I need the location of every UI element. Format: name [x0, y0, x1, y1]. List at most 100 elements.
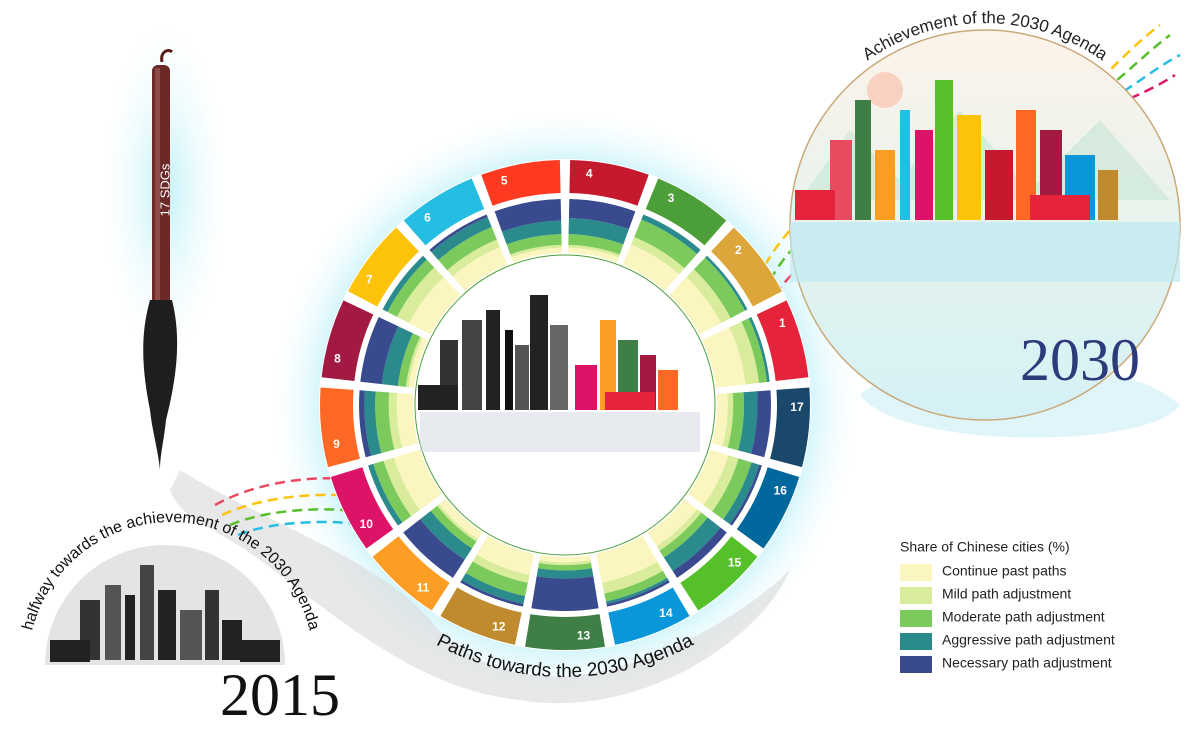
share-segment — [388, 392, 403, 450]
share-segment — [602, 561, 663, 594]
share-segment — [476, 535, 534, 575]
sdg-number: 7 — [366, 273, 373, 287]
legend-label: Continue past paths — [942, 563, 1067, 579]
sdg-number: 9 — [333, 437, 340, 451]
share-segment — [741, 318, 767, 383]
share-segment — [403, 519, 465, 578]
share-segment — [461, 573, 526, 605]
share-segment — [604, 570, 668, 602]
share-segment — [712, 458, 752, 520]
sdg-number: 6 — [424, 210, 431, 224]
share-segment — [383, 457, 420, 517]
share-segment — [364, 390, 382, 456]
sdg-number: 17 — [790, 400, 804, 414]
share-segment — [506, 234, 562, 255]
legend-title: Share of Chinese cities (%) — [900, 539, 1070, 555]
sdg-number: 10 — [360, 517, 374, 531]
end-year: 2030 — [1020, 327, 1140, 393]
share-segment — [659, 512, 708, 558]
legend-label: Necessary path adjustment — [942, 655, 1112, 671]
share-segment — [703, 455, 739, 512]
share-segment — [693, 257, 746, 319]
brush-label: 17 SDGs — [157, 163, 172, 216]
share-segment — [396, 267, 444, 324]
sdg-number: 11 — [417, 581, 430, 595]
legend-swatch — [900, 633, 932, 650]
share-segment — [727, 392, 744, 451]
share-segment — [408, 337, 428, 388]
share-segment — [641, 214, 701, 254]
share-segment — [622, 244, 680, 291]
sdg-number: 13 — [577, 628, 591, 642]
share-segment — [568, 247, 619, 263]
share-segment — [381, 326, 413, 386]
share-segment — [538, 560, 592, 566]
share-segment — [705, 255, 748, 311]
sdg-band — [481, 160, 561, 206]
sdg-band — [348, 227, 419, 307]
share-segment — [634, 219, 698, 269]
share-segment — [429, 214, 488, 252]
share-segment — [511, 247, 562, 263]
share-segment — [538, 562, 592, 571]
legend-swatch — [900, 656, 932, 673]
share-segment — [359, 390, 371, 458]
share-segment — [373, 460, 412, 523]
share-segment — [729, 321, 759, 385]
share-segment — [439, 499, 483, 540]
share-segment — [536, 568, 594, 579]
share-segment — [568, 234, 624, 255]
sdg-band — [680, 536, 758, 611]
share-segment — [751, 390, 771, 458]
share-segment — [688, 449, 729, 506]
legend-swatch — [900, 587, 932, 604]
brush: 17 SDGs — [143, 48, 178, 470]
sdg-number: 4 — [586, 166, 593, 180]
share-segment — [539, 554, 591, 563]
sdg-band — [711, 227, 782, 307]
share-segment — [408, 277, 461, 335]
share-segment — [437, 504, 478, 542]
share-segment — [531, 576, 599, 612]
share-segment — [568, 244, 620, 258]
share-segment — [748, 317, 770, 383]
share-segment — [447, 239, 500, 277]
share-segment — [396, 392, 418, 448]
share-segment — [669, 277, 722, 335]
share-segment — [663, 517, 721, 572]
share-segment — [510, 244, 562, 258]
legend-swatch — [900, 564, 932, 581]
sdg-number: 3 — [668, 191, 675, 205]
sdg-band — [645, 178, 727, 246]
sdg-band — [736, 467, 800, 549]
sdg-number: 16 — [774, 484, 788, 498]
share-segment — [712, 393, 728, 447]
sdg-band — [608, 587, 690, 645]
share-segment — [405, 336, 423, 388]
share-segment — [686, 269, 731, 324]
share-segment — [723, 462, 760, 525]
share-segment — [431, 217, 492, 261]
share-segment — [606, 580, 670, 607]
share-segment — [631, 236, 685, 275]
share-segment — [568, 217, 629, 245]
sdg-band — [756, 300, 809, 382]
legend-label: Aggressive path adjustment — [942, 632, 1115, 648]
share-segment — [397, 333, 421, 387]
sdg-number: 15 — [728, 556, 742, 570]
share-segment — [729, 464, 762, 526]
share-segment — [460, 580, 524, 607]
share-segment — [568, 199, 636, 230]
sdg-number: 2 — [735, 243, 742, 257]
sdg-number: 12 — [492, 620, 506, 634]
share-segment — [502, 220, 562, 245]
city-2030: 2030 Achievement of the 2030 Agenda — [789, 8, 1181, 421]
sdg-band — [525, 614, 605, 650]
sdg-number: 8 — [334, 352, 341, 366]
sdg-band — [372, 536, 450, 611]
sdg-number: 14 — [659, 606, 673, 620]
share-segment — [382, 255, 427, 312]
sdg-band — [440, 587, 522, 645]
